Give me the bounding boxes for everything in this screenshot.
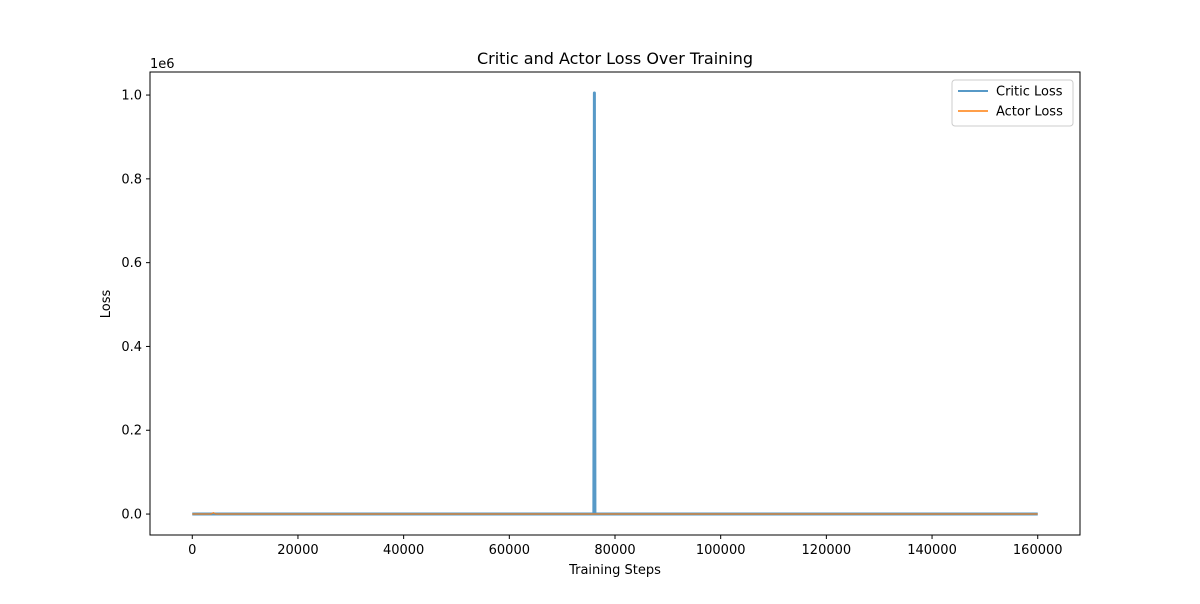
y-tick-label: 1.0 (121, 89, 142, 104)
y-tick-label: 0.2 (121, 424, 142, 439)
legend-label: Actor Loss (996, 105, 1063, 120)
y-tick-label: 0.6 (121, 256, 142, 271)
x-axis-label: Training Steps (568, 563, 661, 578)
x-tick-label: 40000 (383, 543, 424, 558)
y-axis-label: Loss (99, 290, 114, 319)
x-tick-label: 160000 (1013, 543, 1063, 558)
chart-legend: Critic Loss Actor Loss (951, 79, 1074, 127)
x-tick-label: 100000 (696, 543, 746, 558)
plot-area (192, 91, 1038, 516)
chart-title: Critic and Actor Loss Over Training (477, 49, 753, 68)
x-axis: 0 20000 40000 60000 80000 100000 120000 140000 1… (188, 535, 1063, 558)
x-tick-label: 0 (188, 543, 196, 558)
x-tick-label: 20000 (277, 543, 318, 558)
y-tick-label: 0.4 (121, 340, 142, 355)
series-line-actor-loss (192, 512, 1038, 515)
y-tick-label: 0.0 (121, 508, 142, 523)
x-tick-label: 80000 (594, 543, 635, 558)
x-tick-label: 140000 (907, 543, 957, 558)
x-tick-label: 120000 (802, 543, 852, 558)
y-axis: 0.0 0.2 0.4 0.6 0.8 1.0 (121, 89, 150, 523)
legend-label: Critic Loss (996, 85, 1063, 100)
y-axis-offset-label: 1e6 (150, 57, 175, 72)
y-tick-label: 0.8 (121, 172, 142, 187)
x-tick-label: 60000 (489, 543, 530, 558)
